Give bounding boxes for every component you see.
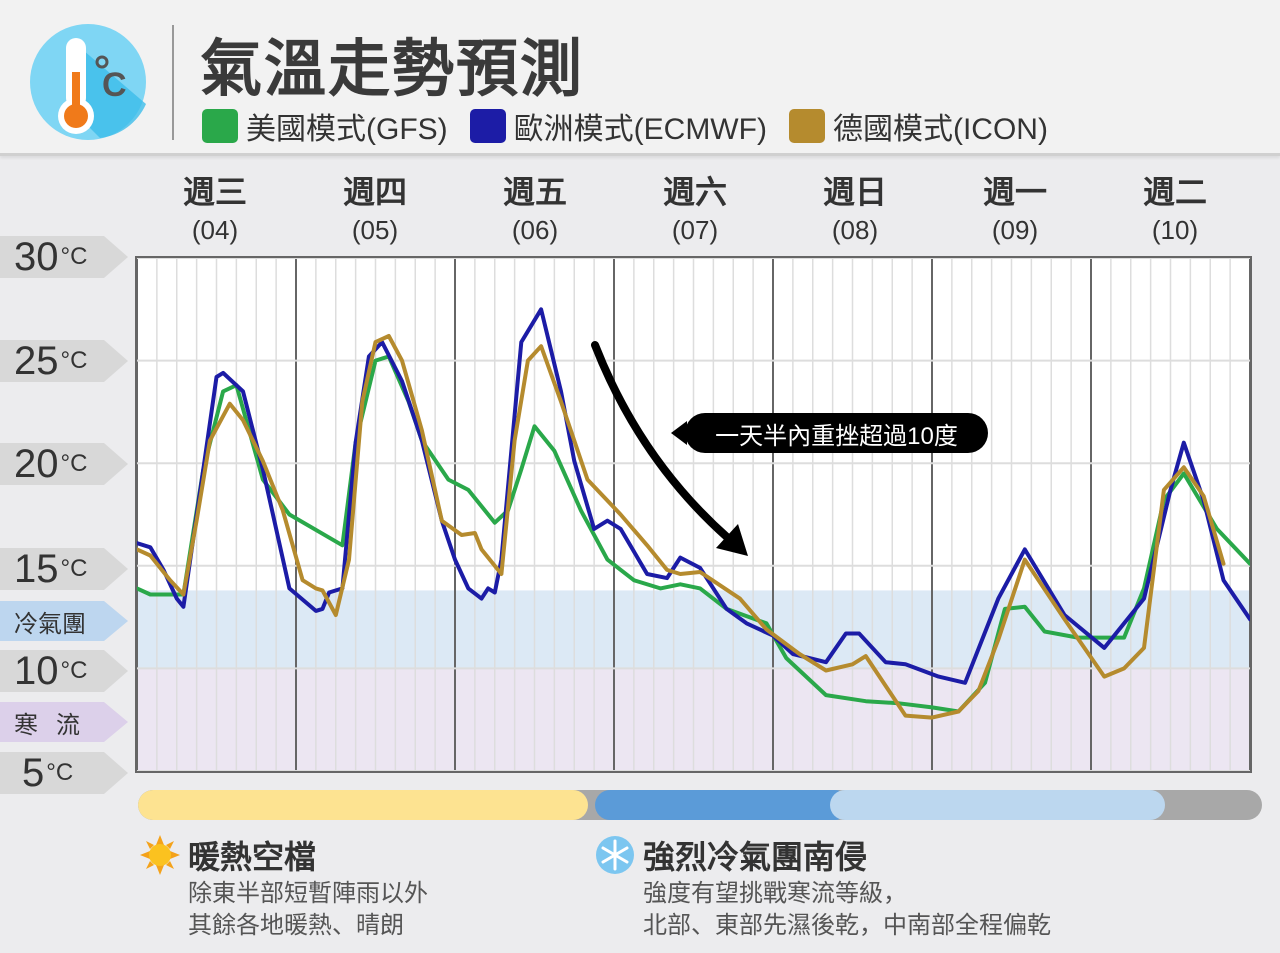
day-header: 週二 (10) xyxy=(1115,172,1235,248)
y-label-30: 30 °C xyxy=(0,236,128,278)
day-header: 週三 (04) xyxy=(155,172,275,248)
note-line: 其餘各地暖熱、晴朗 xyxy=(188,912,404,939)
date: (07) xyxy=(671,215,719,245)
note-cold: 強烈冷氣團南侵 強度有望挑戰寒流等級， 北部、東部先濕後乾，中南部全程偏乾 xyxy=(595,832,1051,942)
timeline-cold-strong xyxy=(595,790,850,820)
y-label-15: 15 °C xyxy=(0,548,128,590)
note-line: 強度有望挑戰寒流等級， xyxy=(643,880,907,907)
note-title: 強烈冷氣團南侵 xyxy=(643,839,868,875)
note-line: 北部、東部先濕後乾，中南部全程偏乾 xyxy=(643,912,1051,939)
legend-swatch xyxy=(469,109,506,143)
svg-text:C: C xyxy=(102,66,127,104)
date: (08) xyxy=(831,215,879,245)
weekday: 週一 xyxy=(982,174,1047,210)
series-line xyxy=(137,334,1226,720)
date: (06) xyxy=(511,215,559,245)
temperature-chart xyxy=(135,256,1252,773)
sun-icon xyxy=(140,835,180,875)
day-header: 週日 (08) xyxy=(795,172,915,248)
day-header: 週六 (07) xyxy=(635,172,755,248)
series-line xyxy=(137,307,1250,685)
y-label-20: 20 °C xyxy=(0,443,128,485)
legend: 美國模式(GFS) 歐洲模式(ECMWF) 德國模式(ICON) xyxy=(202,104,1048,148)
date: (09) xyxy=(991,215,1039,245)
weekday: 週五 xyxy=(502,174,567,210)
weekday: 週六 xyxy=(662,174,727,210)
header: C 氣溫走勢預測 美國模式(GFS) 歐洲模式(ECMWF) 德國模式(ICON… xyxy=(0,0,1280,156)
cold-surge-band-label: 寒流 xyxy=(0,702,128,742)
weekday: 週二 xyxy=(1142,174,1207,210)
y-label-10: 10 °C xyxy=(0,650,128,692)
note-line: 除東半部短暫陣雨以外 xyxy=(188,880,428,907)
date: (05) xyxy=(351,215,399,245)
legend-ecmwf: 歐洲模式(ECMWF) xyxy=(469,104,767,148)
page-title: 氣溫走勢預測 xyxy=(200,35,585,104)
y-label-5: 5 °C xyxy=(0,752,128,794)
cold-air-band-label: 冷氣團 xyxy=(0,601,128,641)
series-line xyxy=(137,354,1250,714)
timeline-warm xyxy=(138,790,588,820)
legend-swatch xyxy=(202,109,238,143)
legend-label: 歐洲模式(ECMWF) xyxy=(513,113,767,146)
weekday: 週四 xyxy=(342,174,407,210)
day-header: 週四 (05) xyxy=(315,172,435,248)
snowflake-icon xyxy=(596,836,634,874)
legend-swatch xyxy=(788,109,825,143)
note-title: 暖熱空檔 xyxy=(188,839,317,875)
legend-label: 美國模式(GFS) xyxy=(246,113,448,146)
legend-icon: 德國模式(ICON) xyxy=(788,104,1048,148)
day-header: 週五 (06) xyxy=(475,172,595,248)
legend-label: 德國模式(ICON) xyxy=(832,113,1048,146)
timeline-cold-light xyxy=(830,790,1165,820)
day-header: 週一 (09) xyxy=(955,172,1075,248)
annotation-callout: 一天半內重挫超過10度 xyxy=(671,413,988,453)
weekday: 週日 xyxy=(822,174,887,210)
thermometer-celsius-icon: C xyxy=(30,24,146,140)
weekday: 週三 xyxy=(182,174,247,210)
y-label-25: 25 °C xyxy=(0,340,128,382)
timeline-bar xyxy=(138,790,1262,820)
date: (10) xyxy=(1151,215,1199,245)
note-warm: 暖熱空檔 除東半部短暫陣雨以外 其餘各地暖熱、晴朗 xyxy=(140,832,428,942)
header-divider xyxy=(172,25,174,140)
legend-gfs: 美國模式(GFS) xyxy=(202,104,448,148)
date: (04) xyxy=(191,215,239,245)
